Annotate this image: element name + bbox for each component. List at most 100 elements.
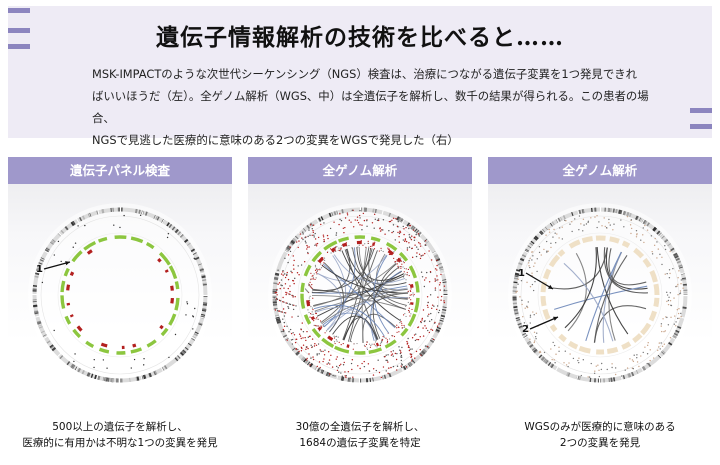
mutation-point [396, 369, 398, 371]
chromosome-gap [161, 218, 165, 224]
mutation-point [664, 330, 667, 332]
chromosome-gap [555, 366, 559, 372]
mutation-point [405, 226, 407, 229]
chromosome-gap [537, 352, 542, 358]
mutation-point [361, 362, 363, 365]
mutation-point [636, 234, 638, 236]
mutation-point [311, 284, 313, 286]
mutation-point [304, 236, 306, 239]
mutation-point [300, 264, 303, 266]
mutation-point [388, 367, 390, 369]
mutation-point [286, 302, 288, 305]
mutation-point [313, 236, 315, 238]
mutation-point [321, 326, 323, 329]
chromosome-band [661, 235, 665, 239]
mutation-point [418, 242, 420, 244]
mutation-point [594, 216, 596, 218]
mutation-point [367, 363, 370, 365]
mutation-point [281, 284, 283, 287]
mutation-point [672, 267, 674, 270]
mutation-point [314, 278, 316, 281]
chromosome-band [538, 231, 543, 236]
mutation-point [433, 305, 435, 307]
chromosome-band [422, 349, 427, 354]
mutation-point [403, 228, 405, 230]
mutation-point [311, 275, 313, 277]
mutation-point [362, 212, 365, 215]
mutation-point [324, 349, 326, 351]
mutation-point [423, 279, 426, 281]
mutation-point [74, 242, 77, 244]
mutation-point [326, 251, 329, 254]
mutation-point [422, 254, 424, 256]
mutation-point [292, 332, 294, 334]
mutation-point [328, 359, 331, 361]
description-line: MSK-IMPACTのような次世代シーケンシング（NGS）検査は、治療につながる… [92, 67, 637, 81]
mutation-point [410, 238, 413, 241]
mutation-point [397, 231, 399, 234]
copy-gain-arc [300, 293, 306, 309]
mutation-point [77, 225, 79, 227]
chromosome-band [635, 215, 638, 220]
mutation-point [410, 288, 412, 290]
copy-gain-arc [146, 339, 157, 348]
mutation-point [102, 359, 105, 361]
mutation-point [398, 232, 401, 235]
mutation-point [285, 291, 287, 294]
chromosome-ring [272, 207, 448, 383]
mutation-point [532, 255, 534, 257]
mutation-point [404, 239, 406, 241]
chromosome-band [52, 347, 56, 352]
mutation-point [631, 359, 634, 361]
mutation-point [402, 225, 404, 228]
chromosome-gap [316, 218, 320, 224]
copy-gain-arc [311, 328, 322, 339]
mutation-point [587, 376, 589, 378]
mutation-point [324, 259, 326, 262]
mutation-point [418, 253, 421, 256]
mutation-point [427, 315, 429, 317]
mutation-point [658, 346, 660, 348]
mutation-point [379, 230, 382, 232]
mutation-point [329, 227, 332, 230]
chromosome-gap [57, 352, 62, 358]
mutation-point [302, 344, 305, 346]
mutation-point [536, 332, 538, 334]
mutation-point [399, 350, 402, 352]
mutation-point [317, 343, 320, 345]
copy-gain-arc [543, 268, 552, 280]
mutation-point [411, 308, 413, 311]
mutation-point [405, 315, 407, 318]
chromosome-gap [431, 336, 437, 340]
mutation-point [352, 348, 354, 350]
mutation-point [315, 312, 317, 314]
chromosome-band [667, 243, 672, 247]
mutation-point [543, 351, 546, 354]
mutation-point [348, 219, 350, 221]
mutation-point [374, 345, 376, 347]
mutation-point [409, 348, 411, 350]
mutation-point [421, 319, 423, 321]
mutation-point [335, 246, 337, 248]
structural-variant-link [596, 247, 629, 335]
chromosome-band [168, 223, 173, 228]
chromosome-band [547, 362, 552, 366]
mutation-point [339, 249, 341, 251]
mutation-point [288, 303, 291, 305]
mutation-point [440, 273, 442, 276]
mutation-point [321, 369, 323, 372]
mutation-point [418, 235, 421, 237]
mutation-point [417, 248, 419, 251]
chromosome-band [59, 355, 64, 359]
copy-gain-arc [649, 270, 658, 283]
callout-arrow-line [525, 272, 554, 290]
mutation-point [293, 334, 296, 336]
mutation-point [436, 264, 438, 267]
header-stripe [690, 124, 712, 129]
chromosome-ring [512, 207, 688, 383]
mutation-point [408, 307, 410, 309]
copy-gain-arc [337, 236, 350, 243]
mutation-point [276, 294, 278, 296]
mutation-point [642, 227, 644, 229]
circos-plot [268, 203, 452, 387]
